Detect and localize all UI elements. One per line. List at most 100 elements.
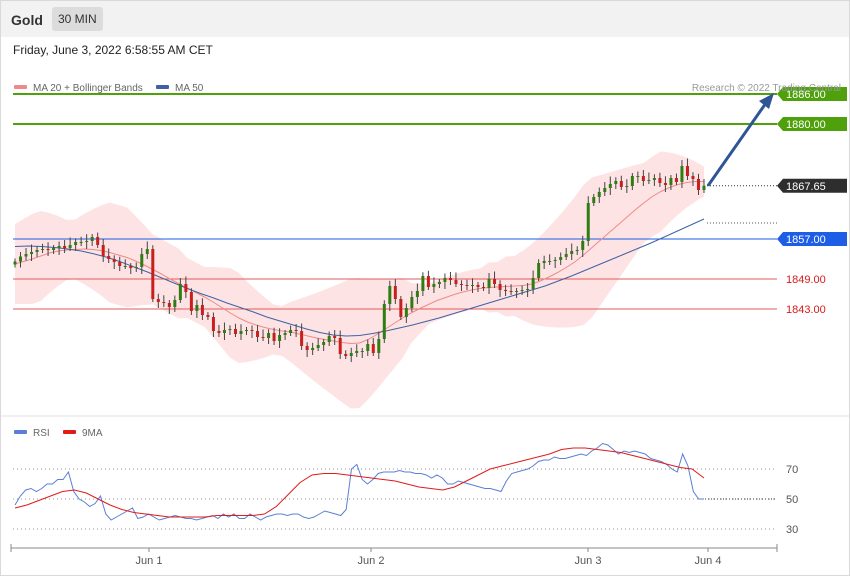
candle-body (415, 291, 419, 297)
candlestick-layer (13, 158, 706, 362)
candle-body (685, 166, 689, 176)
rsi-line (14, 442, 704, 521)
header-bar: Gold 30 MIN (1, 1, 849, 37)
candle-body (167, 303, 171, 307)
candle-body (393, 286, 397, 299)
candle-body (702, 185, 706, 190)
candle-body (360, 351, 364, 352)
candle-body (85, 241, 89, 242)
candle-body (470, 285, 474, 286)
candle-body (366, 344, 370, 351)
legend-rsi-ma-swatch (63, 430, 76, 434)
support-2-label: 1843.00 (786, 304, 826, 316)
candle-body (256, 331, 260, 337)
rsi-level-label-30: 30 (786, 524, 798, 536)
projection-arrow-layer (706, 93, 774, 187)
candle-body (24, 254, 28, 257)
rsi-level-label-50: 50 (786, 494, 798, 506)
candle-body (184, 284, 188, 292)
candle-body (443, 278, 447, 282)
current-price-label: 1867.65 (786, 181, 826, 193)
pivot-tag (777, 232, 847, 246)
candle-body (96, 237, 100, 245)
candle-body (669, 178, 673, 185)
price-levels-layer (13, 93, 777, 310)
timeframe-button[interactable]: 30 MIN (52, 7, 103, 31)
candle-body (13, 261, 17, 265)
bollinger-band-area (15, 151, 704, 409)
candle-body (233, 329, 237, 334)
candle-body (448, 278, 452, 280)
candle-body (498, 284, 502, 290)
candle-body (162, 302, 166, 303)
candle-body (200, 305, 204, 315)
candle-body (261, 337, 265, 338)
candle-body (636, 176, 640, 177)
resistance-2-tag (777, 117, 847, 131)
candle-body (575, 250, 579, 251)
candle-body (349, 353, 353, 356)
candle-body (421, 276, 425, 291)
candle-body (107, 256, 111, 259)
candle-body (228, 329, 232, 330)
candle-body (504, 290, 508, 291)
candle-body (156, 299, 160, 302)
candle-body (79, 242, 83, 243)
candle-body (333, 336, 337, 338)
candle-body (641, 176, 645, 181)
candle-body (382, 304, 386, 339)
ma20-line (14, 181, 704, 345)
candle-body (410, 297, 414, 308)
rsi-ma-line (14, 447, 705, 518)
legend-bands-label: MA 20 + Bollinger Bands (33, 83, 143, 94)
legend-rsi-label: RSI (33, 428, 50, 439)
candle-body (432, 284, 436, 287)
candle-body (63, 246, 67, 248)
candle-body (316, 345, 320, 348)
candle-body (459, 284, 463, 285)
candle-body (239, 331, 243, 334)
candle-body (245, 330, 249, 331)
ma50-line (14, 218, 705, 337)
candle-body (68, 245, 72, 248)
legend-rsi-ma-label: 9MA (82, 428, 103, 439)
candle-body (465, 285, 469, 286)
time-tick-label: Jun 2 (358, 555, 385, 567)
candle-body (289, 330, 293, 333)
moving-averages-layer (14, 181, 705, 345)
candle-body (515, 291, 519, 292)
time-tick-label: Jun 1 (136, 555, 163, 567)
legend-ma50-swatch (156, 85, 169, 89)
projection-arrow-shaft (706, 102, 768, 187)
candle-body (377, 339, 381, 353)
candle-body (195, 305, 199, 311)
candle-body (211, 317, 215, 331)
resistance-2-label: 1880.00 (786, 119, 826, 131)
candle-body (553, 260, 557, 261)
legend-bands-swatch (14, 85, 27, 89)
candle-body (680, 166, 684, 182)
projection-arrow-head (759, 93, 774, 109)
candle-body (564, 254, 568, 257)
candle-body (322, 342, 326, 345)
candle-body (327, 336, 331, 342)
candle-body (272, 333, 276, 341)
candle-body (608, 184, 612, 188)
candle-body (278, 335, 282, 341)
pivot-label: 1857.00 (786, 234, 826, 246)
candle-body (559, 257, 563, 260)
candle-body (619, 181, 623, 187)
candle-body (537, 263, 541, 278)
candle-body (437, 282, 441, 284)
candle-body (189, 292, 193, 311)
candle-body (696, 179, 700, 190)
candle-body (305, 346, 309, 350)
candle-body (250, 330, 254, 331)
candle-body (178, 284, 182, 300)
candle-body (548, 261, 552, 262)
candle-body (482, 287, 486, 288)
candle-body (531, 278, 535, 289)
support-1-label: 1849.00 (786, 274, 826, 286)
candle-body (487, 279, 491, 288)
